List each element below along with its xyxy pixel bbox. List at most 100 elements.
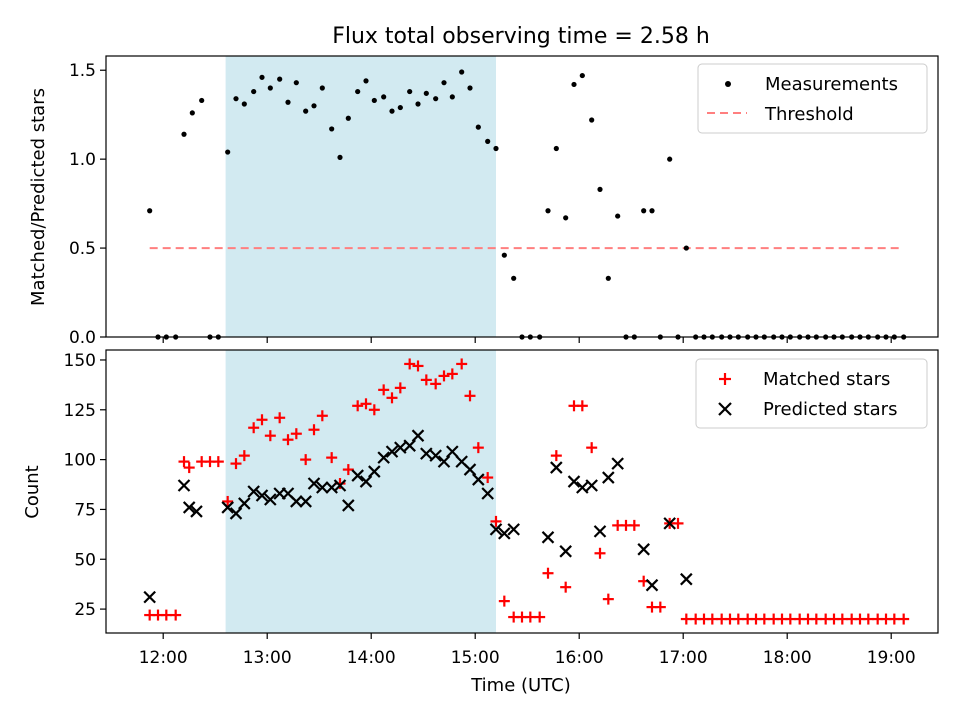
matched-star-point (490, 515, 502, 527)
top-y-tick-label: 1.0 (69, 150, 96, 170)
matched-star-point (178, 456, 190, 468)
bottom-y-ticks: 25 50 75 100 125 150 (64, 351, 106, 620)
measurement-point (277, 76, 283, 82)
matched-star-point (542, 567, 554, 579)
matched-star-point (420, 374, 432, 386)
predicted-star-point (437, 455, 451, 468)
measurement-point (199, 97, 205, 104)
measurement-point (371, 97, 377, 104)
matched-star-point (898, 613, 910, 625)
bottom-x-tick-label: 17:00 (659, 648, 708, 668)
top-panel: Flux total observing time = 2.58 h 0.00.… (28, 24, 939, 348)
predicted-legend-marker (718, 402, 732, 416)
matched-star-point (290, 428, 302, 440)
matched-star-point (784, 613, 796, 625)
predicted-star-point (342, 499, 355, 512)
matched-star-point (300, 454, 312, 466)
predicted-star-point (593, 525, 607, 538)
measurement-point (225, 149, 231, 155)
predicted-star-point (368, 465, 381, 478)
matched-star-point (550, 450, 562, 462)
predicted-star-point (394, 441, 407, 454)
measurement-point (181, 131, 187, 137)
measurement-point (501, 252, 507, 258)
measurement-point (493, 145, 499, 152)
predicted-star-point (182, 501, 196, 514)
matched-star-point (394, 382, 406, 394)
measurement-point (545, 208, 551, 214)
predicted-star-point (559, 545, 572, 558)
predicted-stars-series (143, 429, 693, 604)
matched-star-point (888, 613, 900, 625)
measurement-point (293, 80, 299, 86)
predicted-star-point (351, 469, 364, 482)
bottom-legend: Matched stars Predicted stars (695, 358, 928, 429)
x-axis-label: Time (UTC) (470, 675, 571, 696)
bottom-y-axis-label: Count (22, 465, 43, 518)
measurement-point (571, 81, 577, 88)
matched-star-point (183, 462, 195, 474)
matched-star-point (342, 464, 354, 476)
predicted-star-point (680, 572, 693, 586)
matched-star-point (238, 450, 250, 462)
bottom-x-ticks: 12:00 13:00 14:00 15:00 16:00 17:00 18:00 19:00 (139, 633, 916, 668)
measurement-point (415, 101, 421, 107)
predicted-star-point (576, 481, 589, 494)
bottom-x-tick-label: 14:00 (347, 648, 396, 668)
matched-star-point (282, 434, 294, 446)
matched-star-point (430, 378, 442, 390)
measurement-point (459, 69, 465, 75)
matched-star-point (230, 458, 242, 470)
matched-star-point (222, 495, 234, 507)
bottom-panel: 25 50 75 100 125 150 12:00 13:00 14:00 15:00 16:0… (22, 349, 939, 696)
matched-star-point (386, 392, 398, 404)
matched-star-point (352, 400, 364, 412)
predicted-star-point (550, 461, 563, 474)
matched-star-point (160, 609, 172, 621)
predicted-star-point (264, 493, 277, 506)
predicted-star-point (290, 495, 303, 508)
measurement-point (485, 138, 491, 144)
top-axes-frame (105, 55, 939, 338)
measurement-point (337, 154, 343, 160)
top-y-ticks: 0.0 0.5 1.0 1.5 (69, 61, 106, 348)
top-legend-box (697, 63, 928, 134)
measurement-point (563, 215, 569, 221)
measurements-legend-marker (725, 81, 731, 87)
measurement-point (251, 88, 257, 95)
matched-star-point (274, 412, 286, 424)
measurement-point (259, 74, 265, 80)
predicted-star-point (221, 501, 234, 514)
matched-star-point (680, 613, 692, 625)
measurement-point (311, 103, 317, 109)
matched-star-point (534, 611, 546, 623)
predicted-star-point (143, 590, 156, 604)
measurement-point (683, 245, 689, 251)
top-y-tick-label: 0.0 (69, 328, 96, 348)
predicted-star-point (403, 439, 416, 452)
measurement-point (147, 208, 153, 214)
top-title: Flux total observing time = 2.58 h (332, 24, 710, 49)
predicted-star-point (541, 531, 555, 544)
bottom-x-tick-label: 15:00 (451, 648, 500, 668)
predicted-star-point (446, 445, 459, 458)
measurement-point (597, 186, 603, 192)
measurement-point (641, 208, 647, 214)
matched-star-point (706, 613, 718, 625)
measurement-point (407, 88, 413, 95)
measurement-point (303, 108, 309, 114)
predicted-star-point (489, 523, 503, 536)
bottom-axes-frame (105, 349, 939, 634)
bottom-x-tick-label: 16:00 (555, 648, 604, 668)
bottom-y-tick-label: 100 (64, 451, 96, 471)
matched-star-point (594, 547, 606, 559)
measurement-point (441, 80, 447, 86)
matched-star-point (438, 370, 450, 382)
bottom-x-tick-label: 18:00 (763, 648, 812, 668)
matched-star-point (248, 422, 260, 434)
matched-star-point (862, 613, 874, 625)
matched-star-point (264, 430, 276, 442)
measurement-point (389, 108, 395, 114)
matched-star-point (404, 358, 416, 370)
top-legend: Measurements Threshold (697, 63, 928, 134)
